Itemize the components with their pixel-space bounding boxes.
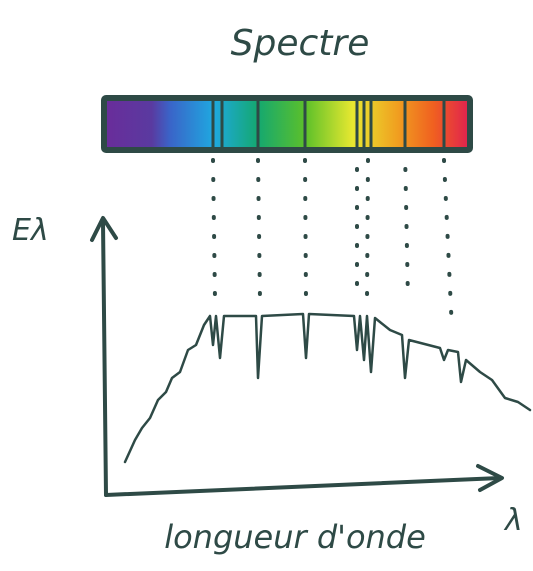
spectrum-bar	[104, 98, 470, 150]
y-axis-label: Eλ	[12, 213, 49, 248]
x-axis-label: longueur d'onde	[164, 518, 426, 556]
dotted-lines	[213, 150, 452, 330]
spectrum-curve	[125, 314, 530, 462]
diagram: Spectre	[0, 0, 533, 571]
x-axis-symbol: λ	[503, 503, 523, 538]
title: Spectre	[231, 23, 370, 64]
axes	[92, 218, 502, 495]
